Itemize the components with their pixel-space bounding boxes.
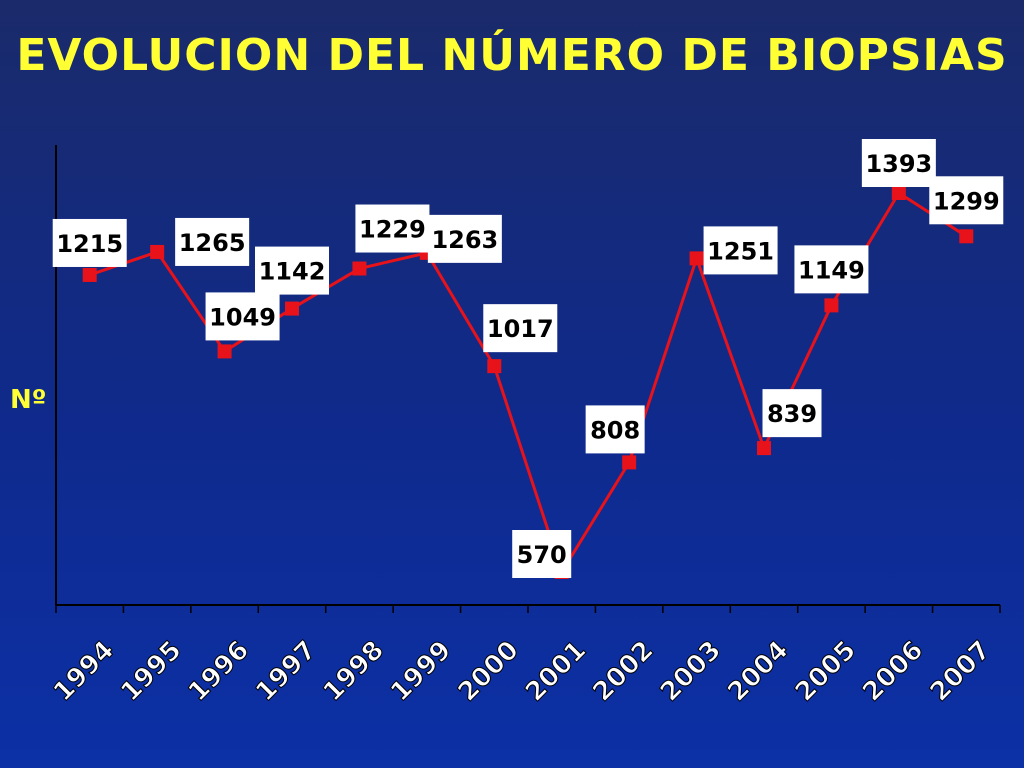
data-label-1997: 1142 — [259, 258, 326, 286]
data-label-2005: 1149 — [798, 256, 865, 284]
chart-title: EVOLUCION DEL NÚMERO DE BIOPSIAS — [16, 30, 1008, 81]
data-label-2002: 808 — [590, 416, 640, 444]
data-label-1994: 1215 — [56, 230, 123, 258]
x-tick-label-1994: 1994 — [48, 635, 120, 707]
x-tick-label-2006: 2006 — [857, 635, 929, 707]
data-point-1996 — [217, 344, 232, 359]
data-label-2000: 1017 — [487, 315, 554, 343]
data-point-2006 — [891, 186, 906, 200]
data-point-2007 — [959, 229, 974, 244]
data-label-box-2000 — [483, 304, 558, 353]
data-label-box-1995 — [175, 217, 250, 266]
data-label-box-2007 — [929, 176, 1004, 225]
data-label-2003: 1251 — [707, 237, 774, 265]
data-point-1997 — [285, 301, 299, 316]
data-label-2004: 839 — [767, 400, 817, 428]
data-label-1998: 1229 — [359, 216, 426, 244]
data-label-1995: 1265 — [179, 229, 246, 257]
data-label-box-2001 — [512, 530, 572, 578]
x-tick-label-2001: 2001 — [520, 635, 592, 707]
data-point-1994 — [82, 267, 97, 282]
data-label-2007: 1299 — [933, 187, 1000, 215]
data-point-2005 — [824, 298, 839, 313]
x-tick-label-2004: 2004 — [722, 635, 794, 707]
data-label-1996: 1049 — [209, 303, 276, 331]
data-label-box-1997 — [255, 246, 329, 295]
data-label-1999: 1263 — [431, 226, 498, 254]
data-label-box-2005 — [794, 245, 869, 294]
data-label-box-1996 — [205, 292, 280, 341]
data-point-1995 — [150, 244, 165, 259]
x-tick-label-1999: 1999 — [385, 635, 457, 707]
data-point-2000 — [487, 359, 502, 374]
x-tick-label-1998: 1998 — [318, 635, 390, 707]
data-label-2001: 570 — [517, 541, 567, 569]
x-tick-label-1996: 1996 — [183, 635, 255, 707]
data-label-box-1999 — [427, 214, 502, 263]
x-tick-label-2003: 2003 — [655, 635, 727, 707]
data-label-box-2004 — [762, 389, 822, 438]
data-label-box-2002 — [585, 405, 645, 454]
x-tick-label-2007: 2007 — [924, 635, 996, 707]
x-tick-label-1995: 1995 — [115, 635, 187, 707]
data-label-box-2003 — [703, 226, 778, 275]
data-label-box-2006 — [861, 139, 936, 187]
data-point-2002 — [622, 455, 637, 470]
y-axis-label: Nº — [10, 385, 47, 415]
x-tick-label-1997: 1997 — [250, 635, 322, 707]
data-label-box-1994 — [52, 218, 127, 267]
data-point-1998 — [352, 261, 367, 276]
x-tick-label-2005: 2005 — [790, 635, 862, 707]
x-tick-label-2000: 2000 — [452, 635, 524, 707]
data-point-2004 — [757, 441, 771, 456]
x-tick-label-2002: 2002 — [587, 635, 659, 707]
series-line — [89, 190, 968, 576]
data-point-2003 — [689, 251, 704, 266]
data-label-box-1998 — [355, 204, 430, 253]
data-label-2006: 1393 — [865, 150, 932, 178]
